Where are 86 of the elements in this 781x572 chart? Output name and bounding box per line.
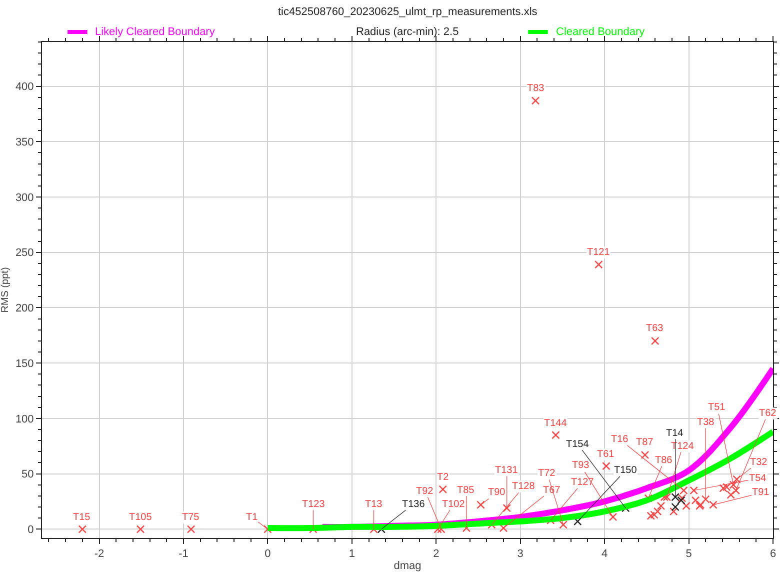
- y-tick-label: 300: [15, 192, 34, 204]
- annotation: T75: [182, 512, 200, 523]
- point: [702, 495, 710, 504]
- annotation: T93: [572, 460, 590, 471]
- annotation: T62: [759, 408, 777, 419]
- point: [709, 500, 718, 509]
- x-tick-label: 4: [602, 548, 608, 560]
- annotation: T131: [495, 465, 518, 476]
- x-tick-label: 5: [686, 548, 692, 560]
- annotation: T86: [655, 455, 673, 466]
- annotation: T14: [666, 428, 684, 439]
- annotation: T123: [302, 499, 326, 510]
- annotation: T83: [527, 83, 545, 94]
- y-tick-label: 100: [15, 413, 34, 426]
- point: [594, 260, 603, 269]
- x-tick-label: 0: [264, 548, 271, 560]
- x-tick-label: -2: [94, 548, 104, 560]
- point: [186, 525, 196, 534]
- annotation: T92: [416, 486, 434, 497]
- point: [670, 507, 678, 516]
- text: Likely Cleared Boundary: [95, 26, 216, 38]
- annotation: T54: [749, 473, 767, 484]
- annotation: T150: [614, 465, 638, 476]
- chart-title: tic452508760_20230625_ulmt_rp_measurements.xls: [278, 6, 538, 18]
- annotation: T144: [544, 418, 568, 429]
- point: [732, 486, 740, 494]
- point: [651, 336, 660, 346]
- annotation: T128: [512, 481, 536, 492]
- annotation: T136: [402, 499, 426, 510]
- annotation: T121: [587, 247, 610, 258]
- point: [732, 475, 741, 484]
- point: [650, 510, 658, 519]
- point: [531, 96, 540, 105]
- point: [726, 490, 735, 499]
- point: [682, 502, 690, 510]
- point: [476, 500, 485, 509]
- point: [654, 507, 662, 516]
- annotation: T32: [750, 457, 768, 468]
- annotation: T105: [129, 512, 152, 523]
- point: [691, 496, 700, 504]
- annotation: T91: [752, 487, 770, 498]
- x-tick-label: 1: [348, 548, 355, 560]
- y-tick-label: 250: [15, 247, 34, 260]
- y-tick-label: 50: [22, 468, 34, 481]
- y-tick-label: 150: [15, 358, 34, 370]
- x-tick-label: 6: [770, 548, 776, 560]
- point: [136, 525, 145, 534]
- text: Cleared Boundary: [556, 26, 646, 38]
- point: [719, 484, 728, 492]
- annotation: T63: [646, 323, 664, 334]
- annotation: T87: [636, 437, 654, 448]
- annotation: T16: [611, 434, 629, 445]
- annotation: T154: [566, 439, 590, 450]
- annotation: T90: [488, 487, 506, 498]
- point: [608, 512, 618, 522]
- annotation: T13: [365, 499, 383, 510]
- x-tick-label: 3: [517, 548, 524, 560]
- point: [438, 485, 447, 494]
- annotation: T51: [708, 402, 726, 413]
- annotation: T61: [597, 449, 615, 460]
- point: [671, 492, 680, 502]
- y-tick-label: 0: [28, 524, 34, 536]
- y-tick-label: 350: [15, 136, 34, 148]
- chart-subtitle: Radius (arc-min): 2.5: [356, 26, 459, 38]
- y-tick-label: 400: [15, 81, 34, 94]
- y-tick-label: 200: [15, 302, 34, 315]
- point: [602, 462, 610, 470]
- point: [640, 450, 650, 460]
- point: [671, 502, 680, 512]
- point: [552, 430, 560, 440]
- annotation: T2: [437, 472, 450, 483]
- x-tick-label: 2: [433, 548, 440, 560]
- point: [559, 520, 568, 529]
- annotation: T1: [246, 512, 258, 523]
- annotation: T15: [73, 512, 91, 523]
- annotation: T38: [697, 417, 715, 428]
- annotation: T72: [538, 468, 556, 479]
- point: [502, 504, 511, 512]
- point: [78, 525, 87, 534]
- x-axis-title: dmag: [394, 560, 422, 572]
- y-axis-title: RMS (ppt): [0, 267, 11, 313]
- x-tick-label: -1: [178, 548, 188, 560]
- annotation: T85: [457, 485, 475, 496]
- annotation: T102: [442, 499, 466, 510]
- point: [656, 502, 666, 510]
- point: [646, 512, 655, 520]
